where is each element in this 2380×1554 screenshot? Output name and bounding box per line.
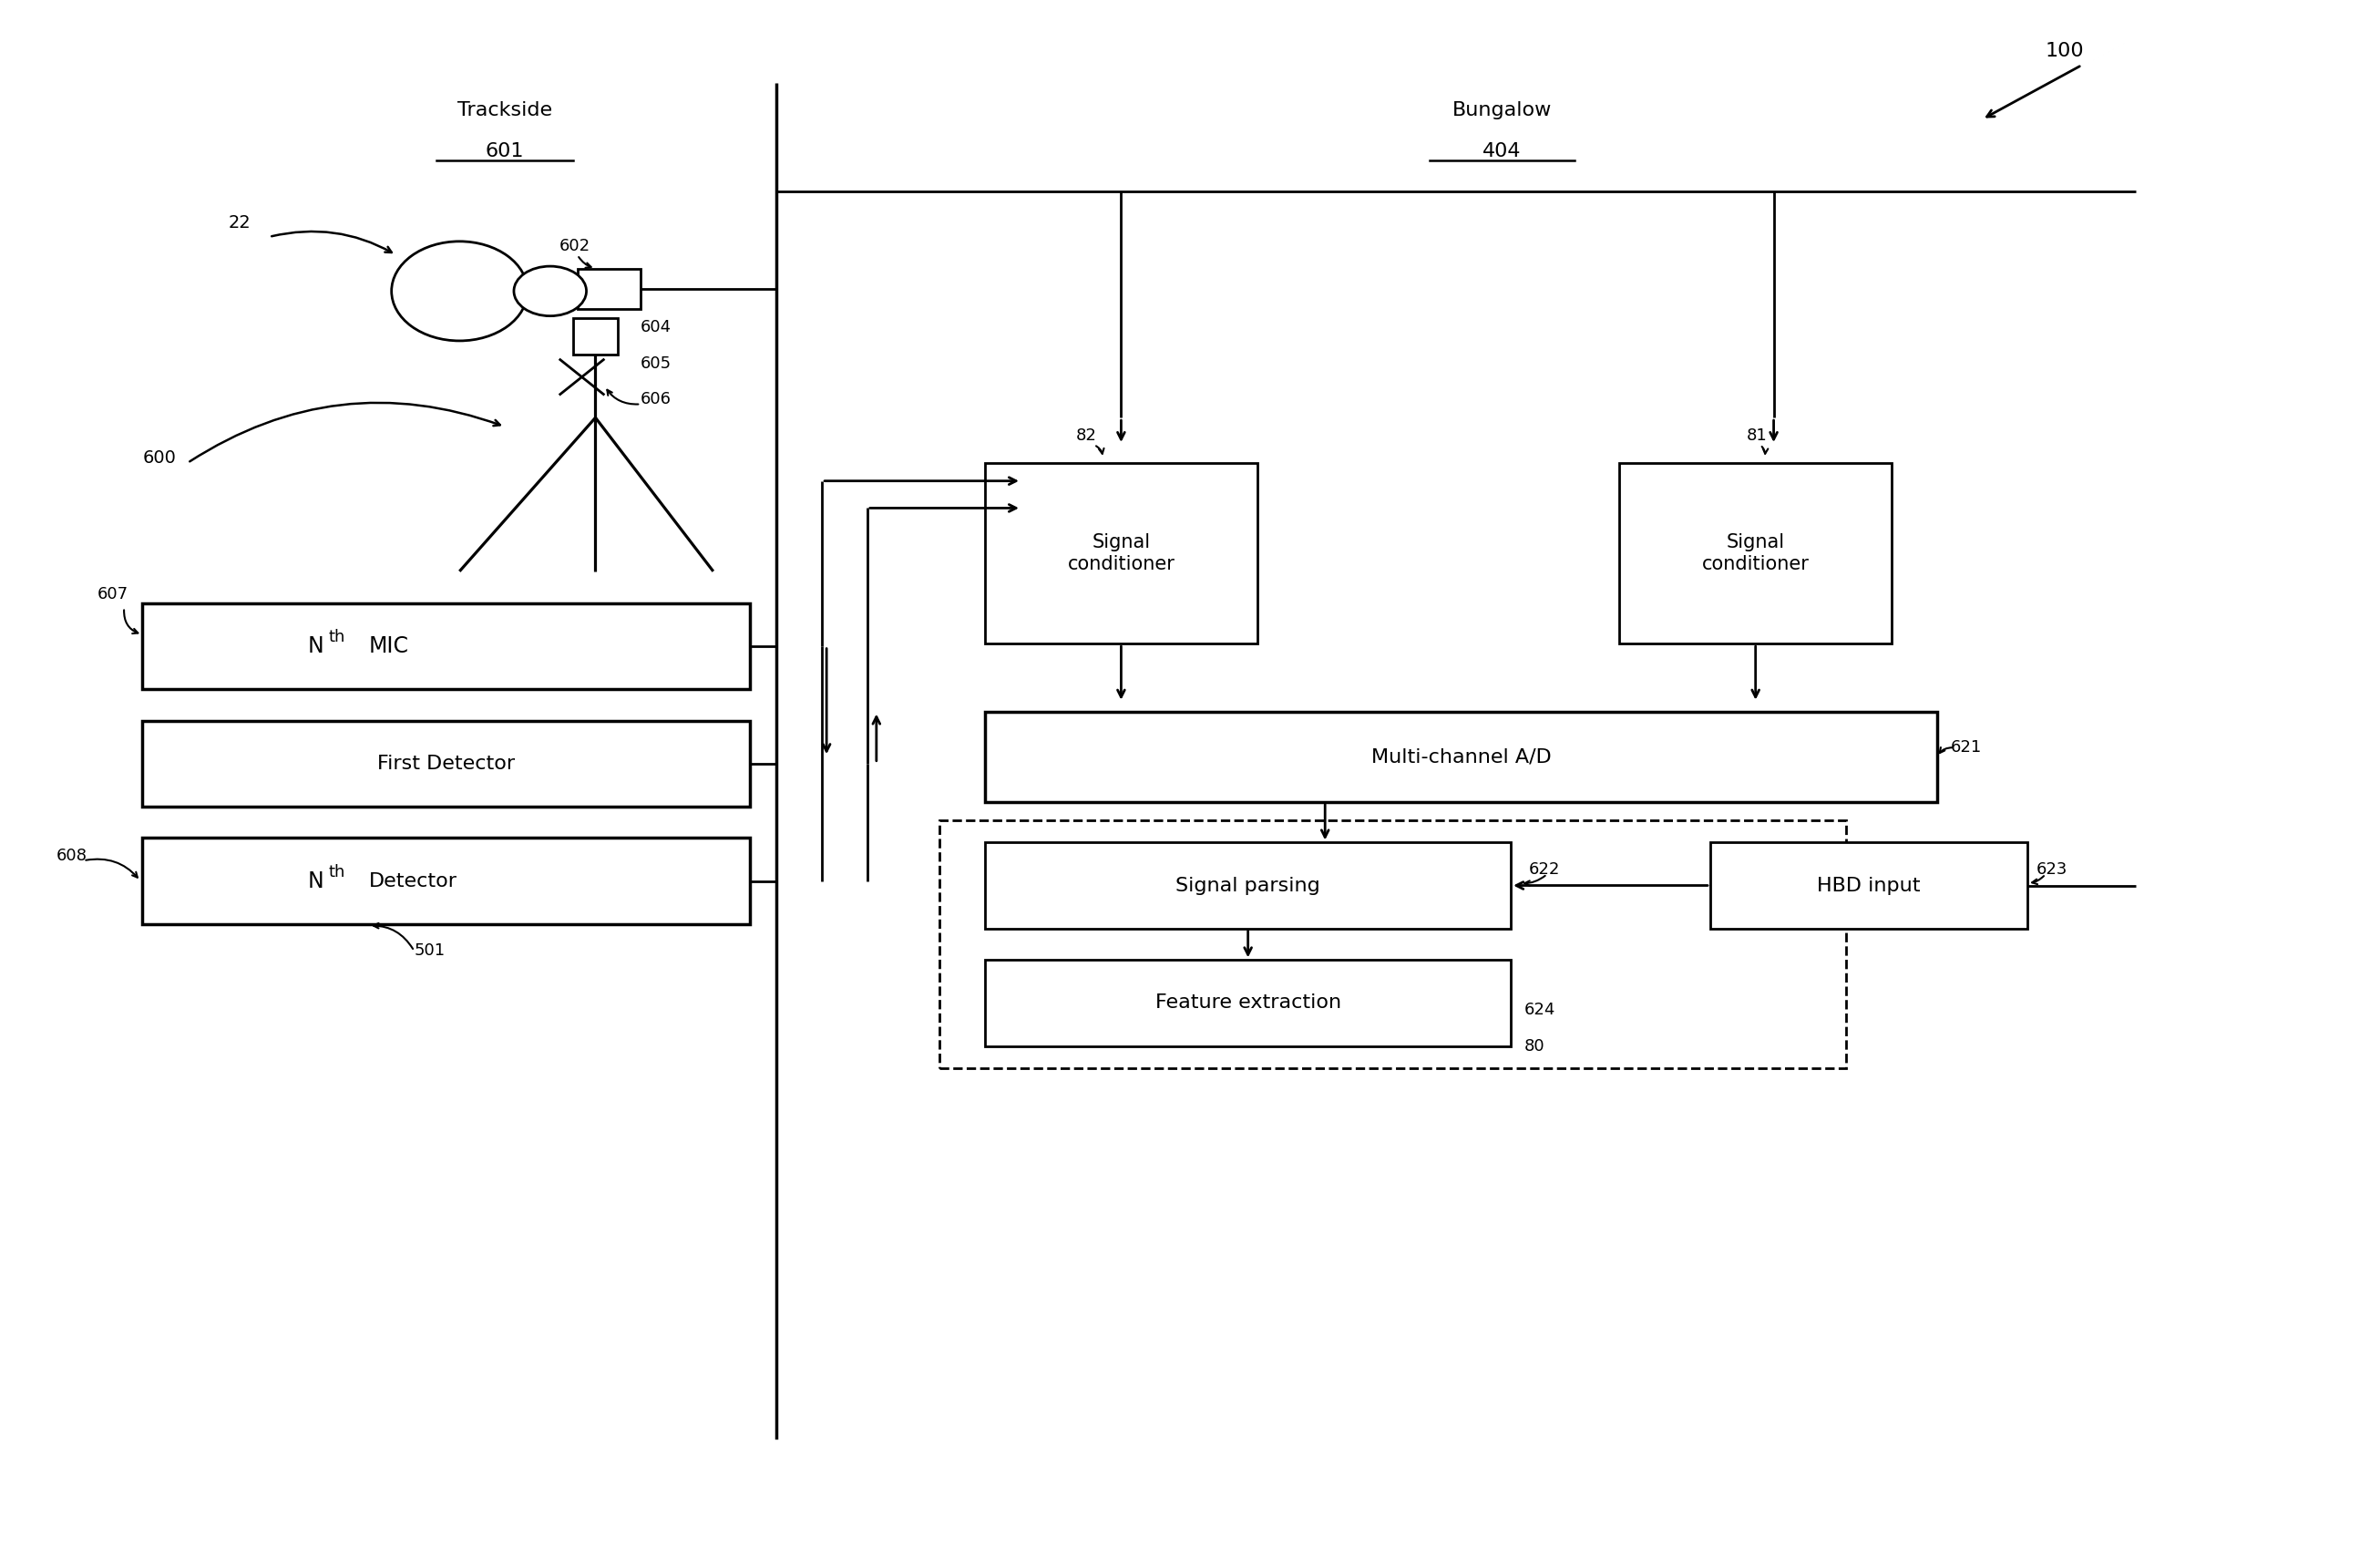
Text: 624: 624: [1526, 1001, 1557, 1018]
Text: 607: 607: [98, 586, 129, 601]
Text: HBD input: HBD input: [1818, 876, 1921, 895]
Text: 80: 80: [1526, 1038, 1545, 1054]
Text: Trackside: Trackside: [457, 101, 552, 120]
FancyBboxPatch shape: [940, 821, 1847, 1069]
Text: th: th: [328, 629, 345, 645]
Text: 600: 600: [143, 449, 176, 466]
Text: th: th: [328, 864, 345, 881]
Text: 605: 605: [640, 356, 671, 371]
FancyBboxPatch shape: [985, 842, 1511, 928]
FancyBboxPatch shape: [985, 712, 1937, 802]
FancyBboxPatch shape: [985, 463, 1257, 643]
FancyBboxPatch shape: [143, 721, 750, 807]
FancyBboxPatch shape: [574, 319, 619, 354]
Text: MIC: MIC: [369, 636, 409, 657]
FancyBboxPatch shape: [143, 838, 750, 925]
Text: 22: 22: [228, 214, 250, 232]
FancyBboxPatch shape: [1711, 842, 2028, 928]
Text: Detector: Detector: [369, 872, 457, 890]
FancyBboxPatch shape: [578, 269, 640, 309]
Text: 501: 501: [414, 943, 445, 959]
Text: First Detector: First Detector: [376, 754, 514, 772]
Text: Feature extraction: Feature extraction: [1154, 995, 1340, 1012]
Text: Multi-channel A/D: Multi-channel A/D: [1371, 747, 1552, 766]
Text: Signal
conditioner: Signal conditioner: [1702, 533, 1809, 573]
Text: Signal
conditioner: Signal conditioner: [1066, 533, 1176, 573]
Text: 606: 606: [640, 392, 671, 407]
Text: 602: 602: [559, 238, 590, 253]
FancyBboxPatch shape: [143, 603, 750, 688]
Text: N: N: [307, 636, 324, 657]
Text: Signal parsing: Signal parsing: [1176, 876, 1321, 895]
FancyBboxPatch shape: [1621, 463, 1892, 643]
Text: 623: 623: [2037, 861, 2068, 878]
Text: N: N: [307, 870, 324, 892]
Text: 608: 608: [57, 848, 88, 864]
Text: 404: 404: [1483, 141, 1521, 160]
Text: 601: 601: [486, 141, 524, 160]
FancyBboxPatch shape: [985, 960, 1511, 1046]
Text: 81: 81: [1747, 427, 1768, 444]
Text: 100: 100: [2044, 42, 2085, 61]
Text: 82: 82: [1076, 427, 1097, 444]
Ellipse shape: [514, 266, 585, 315]
Ellipse shape: [393, 241, 528, 340]
Text: 604: 604: [640, 319, 671, 336]
Text: Bungalow: Bungalow: [1452, 101, 1552, 120]
Text: 622: 622: [1528, 861, 1561, 878]
Text: 621: 621: [1952, 740, 1983, 755]
